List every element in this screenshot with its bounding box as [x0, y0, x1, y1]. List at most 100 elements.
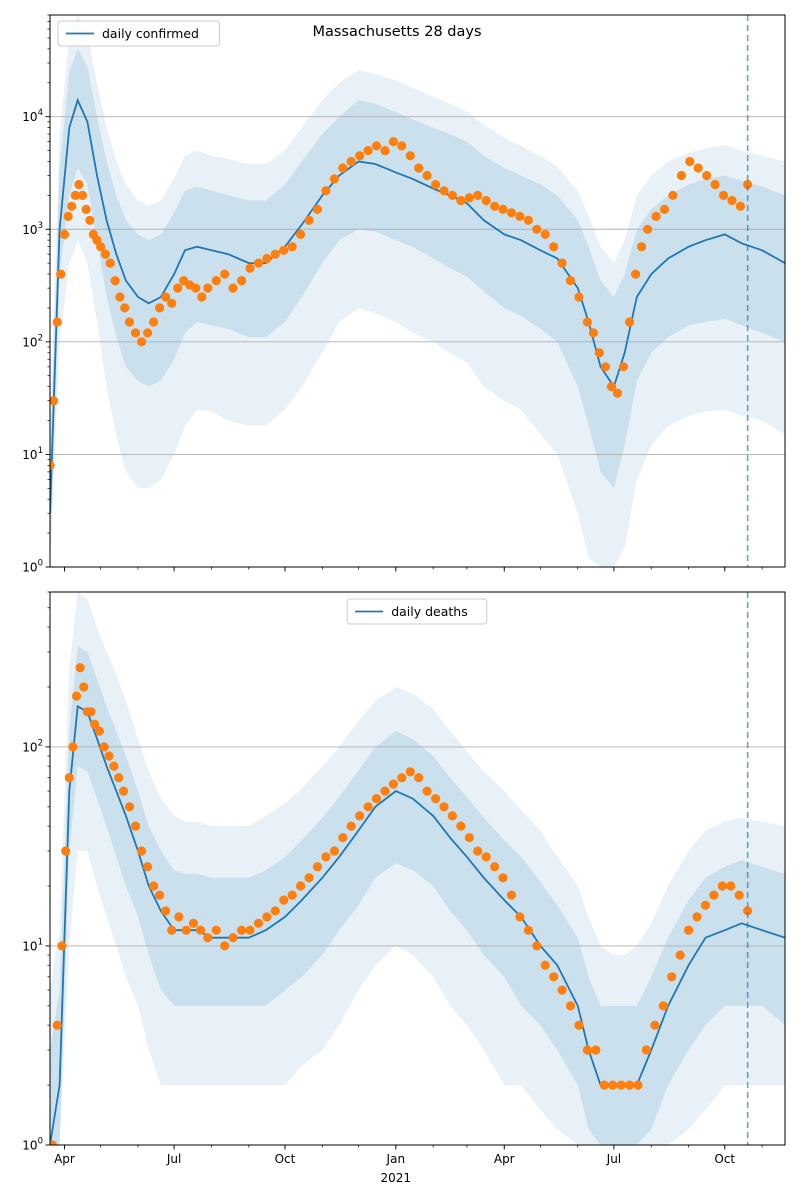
confirmed-observed-point — [515, 211, 525, 221]
deaths-observed-point — [515, 912, 525, 922]
confirmed-y-tick-label: 104 — [22, 108, 43, 124]
deaths-observed-point — [64, 773, 74, 783]
deaths-observed-point — [616, 1080, 626, 1090]
confirmed-observed-point — [380, 146, 390, 156]
deaths-observed-point — [726, 881, 736, 891]
deaths-observed-point — [692, 912, 702, 922]
confirmed-observed-point — [137, 337, 147, 347]
deaths-observed-point — [203, 933, 213, 943]
confirmed-observed-point — [397, 141, 407, 151]
confirmed-uncertainty-bands — [50, 15, 785, 567]
deaths-observed-point — [565, 1001, 576, 1011]
confirmed-observed-point — [77, 190, 88, 200]
confirmed-observed-point — [211, 276, 221, 286]
deaths-observed-point — [174, 912, 184, 922]
confirmed-band-inner — [50, 48, 785, 567]
confirmed-observed-point — [588, 328, 599, 338]
deaths-observed-point — [355, 811, 365, 821]
deaths-band-outer — [50, 592, 785, 1145]
deaths-observed-point — [245, 925, 255, 935]
deaths-observed-point — [188, 918, 198, 928]
confirmed-observed-point — [173, 283, 183, 293]
confirmed-y-tick-label: 101 — [22, 446, 43, 462]
confirmed-observed-point — [676, 170, 687, 181]
deaths-observed-point — [743, 906, 753, 916]
confirmed-observed-point — [631, 269, 641, 279]
deaths-observed-point — [118, 786, 129, 796]
deaths-observed-point — [346, 821, 356, 831]
deaths-observed-point — [94, 726, 104, 736]
deaths-observed-point — [79, 682, 89, 692]
confirmed-observed-point — [506, 208, 517, 218]
deaths-observed-point — [481, 852, 491, 862]
confirmed-observed-point — [296, 229, 306, 239]
confirmed-observed-point — [363, 146, 373, 156]
confirmed-observed-point — [540, 229, 550, 239]
deaths-observed-point — [591, 1045, 601, 1055]
confirmed-observed-point — [321, 186, 331, 196]
deaths-observed-point — [414, 773, 424, 783]
deaths-observed-point — [523, 925, 534, 935]
deaths-observed-point — [220, 941, 230, 951]
deaths-observed-point — [667, 972, 677, 982]
confirmed-observed-point — [702, 170, 712, 181]
confirmed-observed-point — [338, 163, 348, 173]
confirmed-model-line — [50, 97, 785, 514]
deaths-observed-point — [109, 761, 119, 771]
confirmed-observed-point — [59, 229, 70, 239]
deaths-observed-point — [599, 1080, 609, 1090]
confirmed-observed-point — [50, 396, 59, 406]
confirmed-observed-point — [130, 328, 141, 338]
confirmed-observed-point — [197, 292, 207, 302]
deaths-x-tick-label: Oct — [714, 1152, 735, 1166]
deaths-observed-point — [625, 1080, 635, 1090]
confirmed-observed-point — [56, 269, 66, 279]
confirmed-observed-point — [253, 258, 264, 268]
deaths-observed-point — [540, 960, 550, 970]
confirmed-observed-point — [105, 258, 115, 268]
confirmed-observed-point — [565, 276, 576, 286]
deaths-x-axis: Apr Jul Oct Jan Apr Jul Oct — [54, 1145, 763, 1166]
confirmed-observed-point — [100, 249, 110, 259]
deaths-observed-point — [161, 906, 171, 916]
deaths-observed-point — [312, 862, 323, 872]
confirmed-observed-point — [637, 242, 647, 252]
deaths-observed-point — [633, 1080, 643, 1090]
deaths-observed-point — [52, 1020, 62, 1030]
confirmed-observed-point — [312, 204, 323, 214]
confirmed-observed-point — [191, 283, 201, 293]
deaths-observed-point — [329, 846, 339, 856]
deaths-observed-point — [287, 890, 297, 900]
confirmed-observed-point — [74, 179, 84, 190]
deaths-observed-point — [75, 663, 85, 673]
confirmed-observed-point — [718, 190, 729, 200]
deaths-observed-point — [380, 786, 390, 796]
deaths-panel: 100 101 102 Apr Jul Oct Jan Apr Jul Oct daily de… — [22, 591, 786, 1185]
deaths-x-tick-label: Oct — [275, 1152, 296, 1166]
deaths-observed-point — [506, 890, 517, 900]
deaths-observed-point — [439, 802, 449, 812]
confirmed-observed-point — [304, 215, 314, 225]
confirmed-observed-point — [659, 204, 670, 214]
confirmed-observed-point — [735, 201, 746, 211]
confirmed-observed-point — [371, 141, 382, 151]
deaths-observed-point — [422, 786, 432, 796]
deaths-observed-point — [397, 773, 407, 783]
confirmed-observed-point — [523, 215, 534, 225]
confirmed-observed-point — [456, 195, 466, 206]
deaths-observed-point — [709, 890, 719, 900]
confirmed-observed-point — [115, 292, 125, 302]
deaths-observed-point — [228, 933, 238, 943]
deaths-observed-point — [473, 846, 483, 856]
deaths-observed-point — [50, 1140, 57, 1145]
deaths-observed-point — [498, 873, 508, 883]
confirmed-observed-point — [431, 179, 441, 190]
confirmed-observed-point — [228, 283, 238, 293]
deaths-observed-point — [574, 1020, 584, 1030]
confirmed-observed-point — [143, 328, 153, 338]
confirmed-observed-point — [237, 276, 247, 286]
deaths-observed-point — [262, 912, 272, 922]
confirmed-observed-point — [70, 190, 80, 200]
deaths-observed-point — [296, 881, 306, 891]
confirmed-x-axis — [64, 567, 763, 572]
